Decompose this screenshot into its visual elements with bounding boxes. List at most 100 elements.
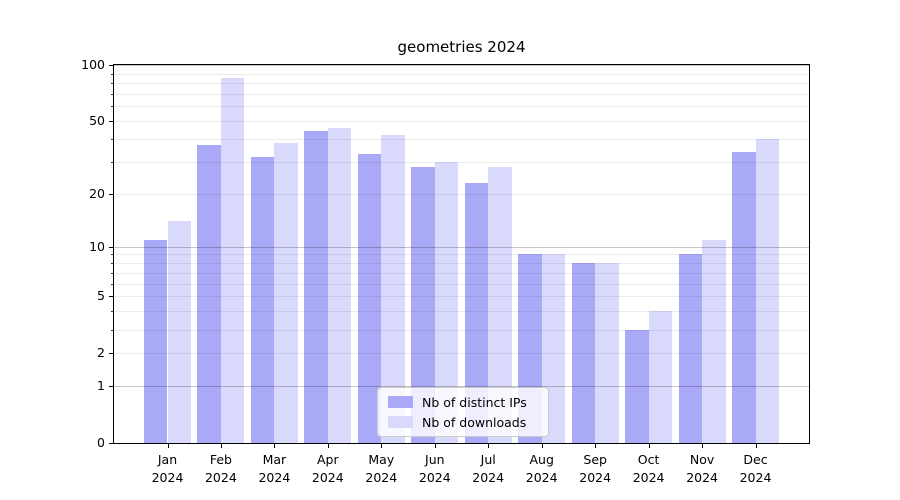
gridline-minor: [114, 283, 809, 285]
x-tick-mark: [541, 444, 543, 448]
y-tick-mark: [109, 65, 113, 66]
bar-downloads-oct: [648, 311, 673, 443]
x-tick-label-aug: Aug 2024: [510, 451, 574, 487]
gridline-minor: [114, 193, 809, 195]
bar-downloads-nov: [702, 239, 726, 443]
bar-distinct-ips-sep: [571, 263, 596, 443]
x-tick-year: 2024: [686, 469, 718, 485]
bar-downloads-jun: [434, 161, 459, 443]
bars-layer: [114, 65, 809, 443]
x-tick-year: 2024: [579, 469, 612, 485]
x-tick-year: 2024: [204, 469, 237, 485]
bar-distinct-ips-dec: [732, 151, 756, 443]
plot-area: Nb of distinct IPs Nb of downloads: [113, 64, 810, 444]
bar-downloads-feb: [220, 78, 245, 443]
gridline-minor: [114, 73, 809, 75]
y-tick-mark-minor: [110, 283, 113, 285]
legend-entry-distinct-ips: Nb of distinct IPs: [388, 395, 538, 410]
x-tick-label-may: May 2024: [349, 451, 413, 487]
x-tick-mark: [488, 444, 490, 448]
x-tick-month: Feb: [209, 452, 232, 467]
gridline-minor: [114, 272, 809, 274]
bar-distinct-ips-nov: [678, 254, 703, 443]
x-tick-month: Sep: [583, 452, 607, 467]
y-tick-mark-minor: [110, 93, 113, 95]
x-tick-year: 2024: [258, 469, 291, 485]
gridline-minor: [114, 296, 809, 298]
x-tick-year: 2024: [151, 469, 184, 485]
y-tick-mark: [109, 193, 113, 195]
y-tick-mark: [109, 296, 113, 298]
x-tick-year: 2024: [311, 469, 344, 485]
y-tick-label: 0: [97, 435, 105, 450]
bar-downloads-jul: [488, 167, 512, 443]
x-tick-year: 2024: [472, 469, 505, 485]
x-tick-year: 2024: [365, 469, 398, 485]
bar-downloads-apr: [327, 127, 352, 443]
y-tick-mark-minor: [110, 311, 113, 313]
y-tick-label: 10: [89, 238, 105, 254]
gridline-major: [114, 65, 809, 66]
gridline-minor: [114, 353, 809, 354]
legend-swatch-distinct-ips-icon: [388, 396, 413, 408]
y-tick-mark-minor: [110, 329, 113, 331]
x-tick-mark: [648, 444, 650, 448]
gridline-minor: [114, 93, 809, 95]
y-tick-mark-minor: [110, 138, 113, 140]
gridline-minor: [114, 138, 809, 140]
x-tick-month: Jul: [480, 452, 496, 467]
gridline-minor: [114, 121, 809, 122]
chart-title: geometries 2024: [397, 38, 526, 56]
x-tick-label-jan: Jan 2024: [136, 451, 200, 487]
y-tick-mark-minor: [110, 106, 113, 108]
gridline-minor: [114, 329, 809, 331]
x-tick-label-jul: Jul 2024: [456, 451, 520, 487]
bar-downloads-mar: [274, 142, 298, 443]
legend-entry-downloads: Nb of downloads: [388, 415, 538, 430]
x-tick-month: Oct: [637, 452, 660, 467]
x-tick-label-nov: Nov 2024: [670, 451, 734, 487]
bar-distinct-ips-jan: [143, 239, 168, 443]
bar-downloads-dec: [755, 138, 779, 443]
x-tick-year: 2024: [739, 469, 772, 485]
x-tick-label-apr: Apr 2024: [296, 451, 360, 487]
y-tick-mark: [109, 443, 113, 444]
x-tick-mark: [274, 444, 276, 448]
x-tick-label-feb: Feb 2024: [189, 451, 253, 487]
gridline-major: [114, 246, 809, 248]
x-tick-label-oct: Oct 2024: [617, 451, 681, 487]
gridline-major: [114, 386, 809, 388]
x-tick-mark: [434, 444, 436, 448]
legend-swatch-downloads-icon: [388, 416, 413, 428]
bar-distinct-ips-oct: [625, 329, 649, 443]
bar-downloads-jan: [167, 221, 191, 443]
gridline-minor: [114, 83, 809, 85]
y-tick-mark-minor: [110, 161, 113, 163]
x-tick-mark: [755, 444, 757, 448]
bar-distinct-ips-feb: [197, 145, 221, 443]
gridline-minor: [114, 311, 809, 313]
x-tick-month: Jun: [425, 452, 445, 467]
y-tick-label: 100: [81, 57, 105, 72]
y-tick-label: 50: [89, 113, 105, 128]
y-tick-label: 5: [97, 288, 105, 304]
x-tick-mark: [595, 444, 597, 448]
y-tick-mark: [109, 246, 113, 248]
gridline-minor: [114, 106, 809, 108]
x-tick-month: Apr: [316, 452, 339, 467]
x-tick-label-dec: Dec 2024: [724, 451, 788, 487]
legend-label-distinct-ips: Nb of distinct IPs: [422, 394, 527, 410]
y-tick-label: 1: [97, 378, 105, 394]
gridline-minor: [114, 161, 809, 163]
x-tick-month: Mar: [262, 452, 287, 467]
y-tick-mark: [109, 121, 113, 122]
x-tick-label-jun: Jun 2024: [403, 451, 467, 487]
bar-downloads-sep: [595, 263, 619, 443]
x-tick-mark: [381, 444, 383, 448]
legend: Nb of distinct IPs Nb of downloads: [377, 387, 549, 437]
gridline-minor: [114, 254, 809, 256]
x-tick-month: Aug: [529, 452, 554, 467]
x-tick-label-sep: Sep 2024: [563, 451, 627, 487]
y-tick-mark-minor: [110, 73, 113, 75]
